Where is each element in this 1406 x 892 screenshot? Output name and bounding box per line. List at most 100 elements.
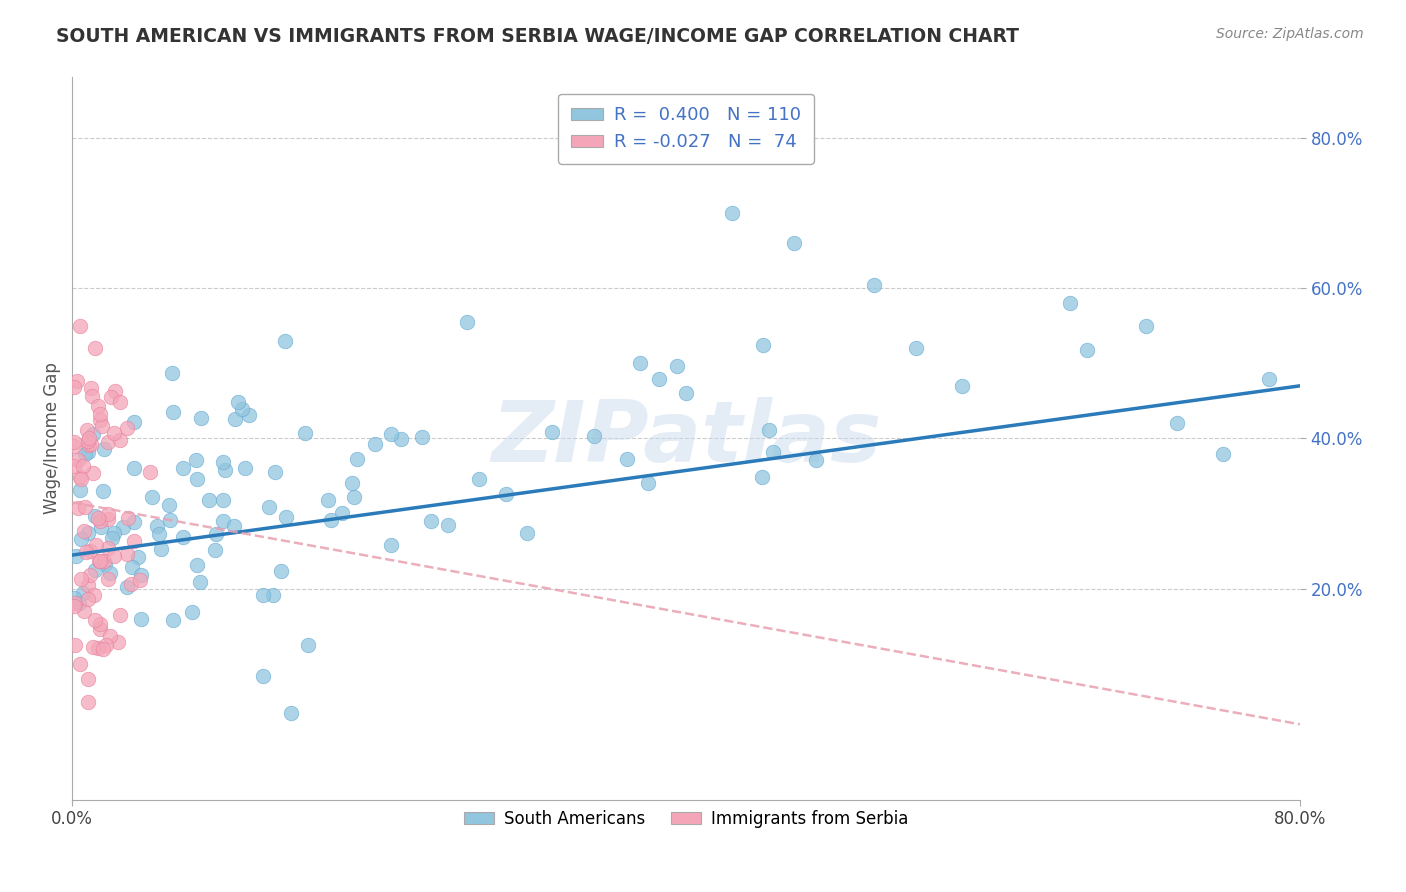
Point	[97, 512, 120, 526]
Point	[72, 458, 94, 473]
Point	[228, 394, 250, 409]
Point	[316, 492, 339, 507]
Point	[76, 591, 98, 606]
Point	[66, 500, 89, 515]
Point	[340, 475, 363, 490]
Point	[157, 498, 180, 512]
Point	[160, 366, 183, 380]
Point	[180, 605, 202, 619]
Point	[122, 460, 145, 475]
Point	[721, 206, 744, 220]
Point	[91, 419, 114, 434]
Point	[675, 386, 697, 401]
Point	[97, 541, 120, 556]
Point	[79, 543, 101, 558]
Point	[637, 475, 659, 490]
Text: ZIPatlas: ZIPatlas	[491, 397, 882, 480]
Point	[89, 623, 111, 637]
Point	[72, 586, 94, 600]
Point	[252, 669, 274, 683]
Point	[411, 430, 433, 444]
Point	[69, 483, 91, 498]
Point	[97, 507, 120, 521]
Point	[84, 538, 107, 552]
Point	[76, 423, 98, 437]
Point	[80, 437, 103, 451]
Point	[94, 638, 117, 652]
Point	[111, 520, 134, 534]
Point	[224, 412, 246, 426]
Point	[190, 574, 212, 589]
Point	[274, 334, 297, 349]
Point	[77, 525, 100, 540]
Point	[280, 706, 302, 720]
Point	[172, 460, 194, 475]
Point	[73, 500, 96, 514]
Point	[67, 596, 90, 610]
Point	[233, 461, 256, 475]
Point	[73, 604, 96, 618]
Point	[297, 638, 319, 652]
Point	[76, 695, 98, 709]
Point	[264, 466, 287, 480]
Point	[69, 470, 91, 484]
Point	[75, 447, 97, 461]
Point	[70, 532, 93, 546]
Point	[257, 500, 280, 514]
Point	[205, 527, 228, 541]
Point	[198, 492, 221, 507]
Point	[1166, 417, 1188, 431]
Point	[162, 405, 184, 419]
Point	[762, 445, 785, 459]
Point	[330, 506, 353, 520]
Point	[186, 453, 208, 467]
Point	[89, 514, 111, 528]
Point	[117, 547, 139, 561]
Point	[76, 434, 98, 448]
Point	[380, 538, 402, 552]
Point	[148, 527, 170, 541]
Point	[62, 435, 84, 450]
Point	[115, 580, 138, 594]
Point	[389, 432, 412, 446]
Point	[343, 490, 366, 504]
Point	[204, 543, 226, 558]
Point	[1059, 296, 1081, 310]
Point	[616, 452, 638, 467]
Point	[129, 568, 152, 582]
Point	[98, 629, 121, 643]
Point	[62, 379, 84, 393]
Point	[82, 640, 104, 654]
Point	[628, 356, 651, 370]
Point	[72, 524, 94, 539]
Point	[665, 359, 688, 374]
Point	[107, 634, 129, 648]
Point	[212, 492, 235, 507]
Point	[346, 452, 368, 467]
Point	[214, 463, 236, 477]
Point	[76, 444, 98, 458]
Point	[76, 672, 98, 686]
Point	[186, 558, 208, 572]
Point	[80, 382, 103, 396]
Point	[1258, 372, 1281, 386]
Point	[139, 465, 162, 479]
Point	[93, 484, 115, 499]
Point	[84, 509, 107, 524]
Point	[87, 399, 110, 413]
Point	[456, 315, 478, 329]
Point	[120, 577, 142, 591]
Point	[103, 549, 125, 564]
Point	[238, 409, 260, 423]
Point	[82, 388, 104, 402]
Point	[93, 442, 115, 457]
Point	[87, 640, 110, 655]
Point	[751, 470, 773, 484]
Point	[364, 437, 387, 451]
Point	[1212, 446, 1234, 460]
Point	[862, 277, 884, 292]
Point	[319, 513, 342, 527]
Point	[86, 511, 108, 525]
Text: Source: ZipAtlas.com: Source: ZipAtlas.com	[1216, 27, 1364, 41]
Point	[124, 515, 146, 529]
